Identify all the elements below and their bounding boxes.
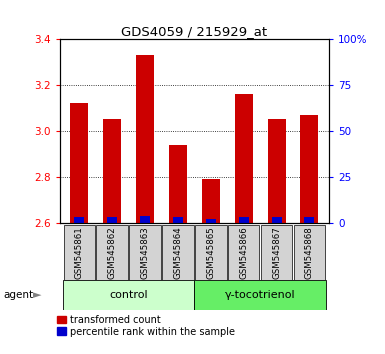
Bar [206, 219, 216, 223]
Bar [235, 94, 253, 223]
Bar [202, 179, 220, 223]
FancyBboxPatch shape [129, 225, 161, 280]
Bar [70, 103, 89, 223]
FancyBboxPatch shape [195, 225, 227, 280]
Text: γ-tocotrienol: γ-tocotrienol [225, 290, 295, 300]
FancyBboxPatch shape [63, 280, 194, 310]
Bar [107, 217, 117, 223]
Text: GSM545861: GSM545861 [75, 226, 84, 279]
FancyBboxPatch shape [64, 225, 95, 280]
Bar [74, 217, 84, 223]
Bar [103, 120, 121, 223]
Bar [173, 217, 183, 223]
Legend: transformed count, percentile rank within the sample: transformed count, percentile rank withi… [57, 315, 236, 337]
Bar [169, 145, 187, 223]
Bar [268, 120, 286, 223]
Bar [140, 216, 150, 223]
Text: GSM545867: GSM545867 [272, 226, 281, 279]
Title: GDS4059 / 215929_at: GDS4059 / 215929_at [121, 25, 268, 38]
Text: GSM545862: GSM545862 [108, 226, 117, 279]
Bar [272, 217, 281, 223]
FancyBboxPatch shape [97, 225, 128, 280]
FancyBboxPatch shape [228, 225, 259, 280]
Bar [300, 115, 318, 223]
FancyBboxPatch shape [194, 280, 326, 310]
Text: ►: ► [33, 290, 41, 300]
Bar [136, 55, 154, 223]
Text: agent: agent [4, 290, 34, 300]
Bar [239, 217, 249, 223]
Bar [305, 217, 315, 223]
Text: GSM545866: GSM545866 [239, 226, 248, 279]
Text: GSM545864: GSM545864 [174, 226, 182, 279]
FancyBboxPatch shape [294, 225, 325, 280]
Text: GSM545868: GSM545868 [305, 226, 314, 279]
Text: GSM545865: GSM545865 [206, 226, 215, 279]
Text: GSM545863: GSM545863 [141, 226, 150, 279]
Text: control: control [109, 290, 148, 300]
FancyBboxPatch shape [162, 225, 194, 280]
FancyBboxPatch shape [261, 225, 292, 280]
